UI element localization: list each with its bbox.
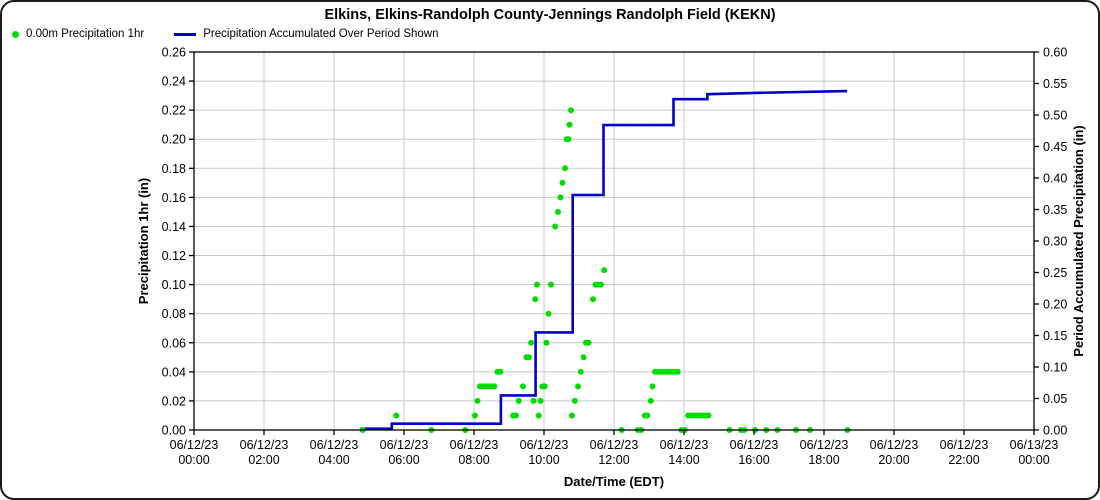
svg-text:0.20: 0.20	[1043, 298, 1067, 312]
svg-text:08:00: 08:00	[458, 453, 489, 467]
svg-text:0.05: 0.05	[1043, 392, 1067, 406]
svg-text:0.15: 0.15	[1043, 329, 1067, 343]
svg-text:22:00: 22:00	[948, 453, 979, 467]
svg-text:0.06: 0.06	[162, 336, 186, 350]
svg-text:06/12/23: 06/12/23	[870, 438, 919, 452]
svg-text:06/12/23: 06/12/23	[240, 438, 289, 452]
svg-text:20:00: 20:00	[878, 453, 909, 467]
accumulation-line-series	[360, 89, 848, 431]
svg-text:06/12/23: 06/12/23	[660, 438, 709, 452]
svg-text:0.20: 0.20	[162, 133, 186, 147]
svg-text:0.14: 0.14	[162, 220, 186, 234]
svg-text:06/13/23: 06/13/23	[1010, 438, 1059, 452]
legend-label: 0.00m Precipitation 1hr	[26, 28, 145, 40]
blue-line-swatch-icon	[174, 32, 197, 36]
svg-text:14:00: 14:00	[668, 453, 699, 467]
svg-text:0.25: 0.25	[1043, 266, 1067, 280]
svg-text:0.08: 0.08	[162, 307, 186, 321]
svg-text:06/12/23: 06/12/23	[940, 438, 989, 452]
svg-text:06/12/23: 06/12/23	[800, 438, 849, 452]
svg-text:0.18: 0.18	[162, 162, 186, 176]
svg-text:0.40: 0.40	[1043, 172, 1067, 186]
chart-title: Elkins, Elkins-Randolph County-Jennings …	[324, 7, 776, 23]
svg-text:0.24: 0.24	[162, 75, 186, 89]
y-axis-left-title: Precipitation 1hr (in)	[136, 177, 151, 305]
svg-text:0.45: 0.45	[1043, 140, 1067, 154]
svg-text:0.60: 0.60	[1043, 46, 1067, 60]
svg-text:0.12: 0.12	[162, 249, 186, 263]
x-axis-title: Date/Time (EDT)	[563, 474, 665, 489]
x-axis-ticks: 06/12/2300:0006/12/2302:0006/12/2304:000…	[170, 430, 1059, 467]
svg-text:06/12/23: 06/12/23	[310, 438, 359, 452]
y-axis-right-title: Period Accumulated Precipitation (in)	[1071, 125, 1086, 357]
gridlines	[193, 51, 1035, 431]
svg-text:0.22: 0.22	[162, 104, 186, 118]
svg-text:06/12/23: 06/12/23	[380, 438, 429, 452]
legend-label: Precipitation Accumulated Over Period Sh…	[203, 28, 439, 40]
legend-item-precip-1hr: 0.00m Precipitation 1hr	[12, 28, 144, 40]
svg-text:04:00: 04:00	[318, 453, 349, 467]
svg-text:0.26: 0.26	[162, 46, 186, 60]
svg-text:12:00: 12:00	[598, 453, 629, 467]
svg-text:0.30: 0.30	[1043, 235, 1067, 249]
svg-text:0.00: 0.00	[1043, 424, 1067, 438]
svg-text:18:00: 18:00	[808, 453, 839, 467]
svg-text:06/12/23: 06/12/23	[520, 438, 569, 452]
legend-item-accumulated: Precipitation Accumulated Over Period Sh…	[174, 28, 439, 40]
y-axis-left-ticks: 0.00 0.02 0.04 0.06 0.08 0.10 0.12 0.14 0.16 0.18…	[162, 46, 194, 438]
legend: 0.00m Precipitation 1hr Precipitation Ac…	[12, 28, 439, 40]
svg-text:0.02: 0.02	[162, 394, 186, 408]
svg-text:06/12/23: 06/12/23	[450, 438, 499, 452]
y-axis-right-ticks: 0.00 0.05 0.10 0.15 0.20 0.25 0.30 0.35 0.40 0.45…	[1034, 46, 1067, 438]
svg-text:0.04: 0.04	[162, 365, 186, 379]
precip-1hr-scatter-series	[359, 107, 851, 433]
svg-text:0.35: 0.35	[1043, 203, 1067, 217]
svg-text:0.16: 0.16	[162, 191, 186, 205]
svg-text:06:00: 06:00	[388, 453, 419, 467]
svg-text:06/12/23: 06/12/23	[590, 438, 639, 452]
svg-text:00:00: 00:00	[1018, 453, 1049, 467]
svg-text:02:00: 02:00	[248, 453, 279, 467]
svg-text:00:00: 00:00	[178, 453, 209, 467]
svg-text:0.10: 0.10	[162, 278, 186, 292]
svg-text:10:00: 10:00	[528, 453, 559, 467]
svg-text:0.10: 0.10	[1043, 361, 1067, 375]
green-dot-swatch-icon	[12, 30, 19, 38]
svg-text:0.55: 0.55	[1043, 77, 1067, 91]
svg-text:06/12/23: 06/12/23	[730, 438, 779, 452]
svg-text:0.50: 0.50	[1043, 109, 1067, 123]
svg-text:06/12/23: 06/12/23	[170, 438, 219, 452]
svg-text:16:00: 16:00	[738, 453, 769, 467]
svg-text:0.00: 0.00	[162, 424, 186, 438]
